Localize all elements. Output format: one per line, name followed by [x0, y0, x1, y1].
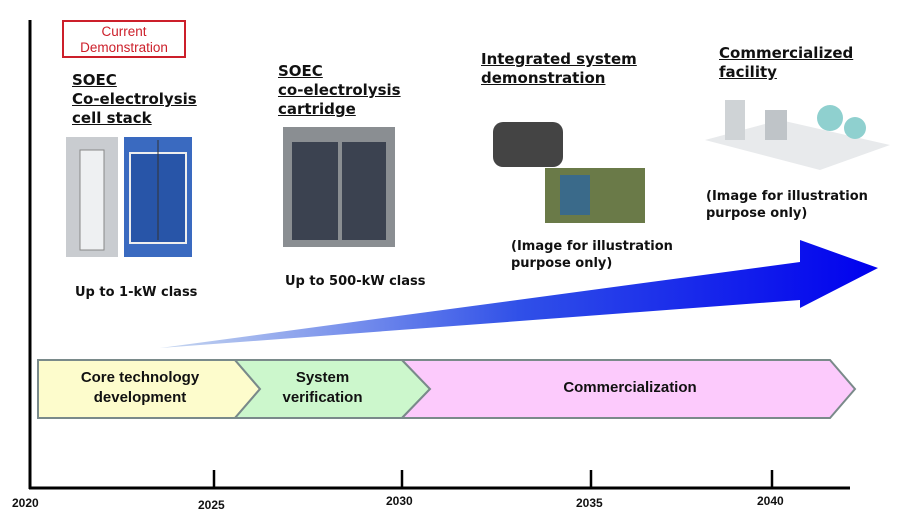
stage-1-caption: Up to 1-kW class: [75, 285, 198, 300]
stage-1-title: SOEC Co-electrolysis cell stack: [72, 71, 197, 128]
title-line: SOEC: [278, 62, 323, 80]
title-line: facility: [719, 63, 777, 81]
stage-2-caption: Up to 500-kW class: [285, 274, 426, 289]
title-line: cell stack: [72, 109, 152, 127]
title-line: demonstration: [481, 69, 606, 87]
cartridge-photo: [283, 127, 395, 247]
title-line: cartridge: [278, 100, 356, 118]
cell-stack-photo: [66, 137, 192, 257]
stage-4-title: Commercialized facility: [719, 44, 853, 82]
phase-line: verification: [282, 389, 363, 406]
title-line: Commercialized: [719, 44, 854, 62]
year-label-2040: 2040: [757, 494, 784, 508]
year-label-2035: 2035: [576, 496, 603, 510]
title-line: Co-electrolysis: [72, 90, 197, 108]
stage-2-title: SOEC co-electrolysis cartridge: [278, 62, 401, 119]
integrated-system-photo: [493, 122, 645, 223]
growth-arrow: [160, 240, 878, 348]
title-line: co-electrolysis: [278, 81, 401, 99]
phase-label-commercialization: Commercialization: [563, 379, 697, 396]
stage-3-caption: (Image for illustration purpose only): [511, 238, 673, 272]
phase-label-core-technology: Core technology development: [40, 368, 240, 408]
title-line: Integrated system: [481, 50, 637, 68]
caption-line: purpose only): [706, 206, 808, 221]
current-demonstration-badge: Current Demonstration: [62, 20, 186, 58]
title-line: SOEC: [72, 71, 117, 89]
commercial-facility-illustration: [705, 100, 890, 170]
caption-line: (Image for illustration: [706, 189, 868, 204]
year-label-2020: 2020: [12, 496, 39, 510]
stage-4-caption: (Image for illustration purpose only): [706, 188, 868, 222]
phase-line: Core technology: [80, 369, 200, 386]
caption-line: (Image for illustration: [511, 239, 673, 254]
stage-3-title: Integrated system demonstration: [481, 50, 637, 88]
year-label-2030: 2030: [386, 494, 413, 508]
caption-line: purpose only): [511, 256, 613, 271]
year-label-2025: 2025: [198, 498, 225, 512]
phase-label-system-verification: System verification: [245, 368, 400, 408]
phase-line: development: [93, 389, 187, 406]
phase-line: System: [295, 369, 350, 386]
phase-chevron-3: [399, 359, 857, 419]
